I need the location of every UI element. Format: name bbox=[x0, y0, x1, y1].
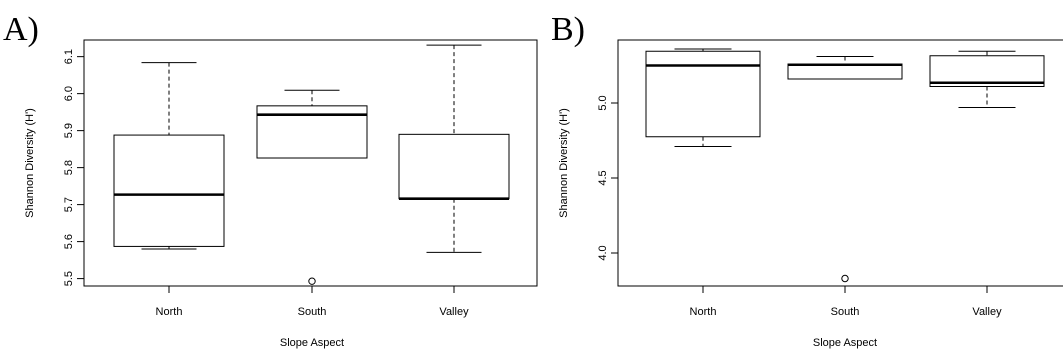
panel-b-south-box bbox=[787, 63, 903, 80]
panel-a-y-axis-title: Shannon Diversity (H') bbox=[24, 108, 36, 218]
panel-a-south-outlier bbox=[308, 277, 316, 285]
panel-a-y-tick-label: 6.1 bbox=[63, 49, 75, 64]
panel-a-x-axis-title: Slope Aspect bbox=[280, 337, 344, 349]
panel-a-y-tick-label: 5.5 bbox=[63, 271, 75, 286]
panel-b-plot-frame bbox=[617, 39, 1063, 287]
panel-a-x-tick-label: South bbox=[298, 306, 327, 318]
panel-a-y-tick-label: 5.6 bbox=[63, 234, 75, 249]
panel-a-label: A) bbox=[3, 11, 39, 48]
panel-b-x-axis-title: Slope Aspect bbox=[813, 337, 877, 349]
panel-b-x-tick-label: North bbox=[690, 306, 717, 318]
panel-a-y-tick-label: 6.0 bbox=[63, 86, 75, 101]
panel-a-north-box bbox=[113, 134, 225, 247]
panel-b-x-tick-label: South bbox=[831, 306, 860, 318]
panel-b-y-axis-title: Shannon Diversity (H') bbox=[558, 108, 570, 218]
panel-a: A) 5.5 5.6 5.7 5.8 5.9 6.0 6.1 North South Valley… bbox=[3, 11, 538, 349]
panel-a-y-tick-label: 5.7 bbox=[63, 197, 75, 212]
panel-a-x-tick-label: North bbox=[156, 306, 183, 318]
panel-b-plot-area: 4.0 4.5 5.0 North South Valley bbox=[597, 48, 1045, 318]
panel-b-label: B) bbox=[551, 11, 585, 48]
panel-a-x-tick-label: Valley bbox=[439, 306, 469, 318]
panel-a-plot-frame bbox=[83, 39, 538, 287]
panel-b-y-tick-label: 5.0 bbox=[597, 95, 609, 110]
panel-a-y-tick-label: 5.9 bbox=[63, 123, 75, 138]
panel-b-south-outlier bbox=[841, 274, 849, 283]
panel-b-x-tick-label: Valley bbox=[972, 306, 1002, 318]
panel-a-plot-area: 5.5 5.6 5.7 5.8 5.9 6.0 6.1 North South Valley bbox=[63, 44, 510, 318]
panel-b: B) 4.0 4.5 5.0 North South Valley Slope Aspec… bbox=[551, 11, 1063, 349]
panel-b-north-box bbox=[645, 50, 761, 138]
panel-b-y-tick-label: 4.5 bbox=[597, 170, 609, 185]
panel-b-valley-box bbox=[929, 55, 1045, 87]
panel-a-valley-box bbox=[398, 133, 510, 200]
panel-b-y-tick-label: 4.0 bbox=[597, 245, 609, 260]
panel-a-y-tick-label: 5.8 bbox=[63, 160, 75, 175]
